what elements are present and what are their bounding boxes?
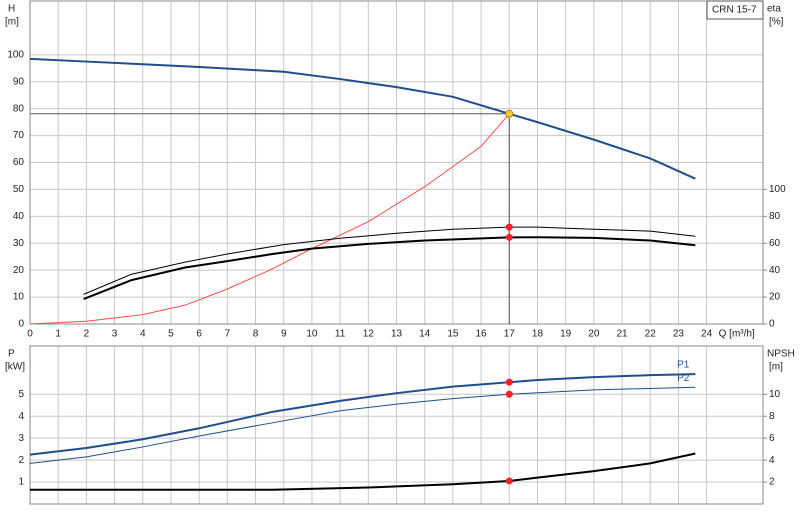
y-axis-unit: [m]: [5, 17, 19, 28]
x-axis-label: Q [m³/h]: [719, 329, 755, 340]
y-axis-label: P: [8, 349, 15, 360]
y2-tick-label: 8: [769, 411, 775, 422]
curve: [83, 236, 696, 301]
x-tick-label: 0: [27, 329, 33, 340]
y-tick-label: 50: [13, 184, 25, 195]
operating-marker: [505, 390, 513, 398]
y2-axis-unit: [m]: [769, 362, 783, 373]
y-tick-label: 30: [13, 238, 25, 249]
y-tick-label: 60: [13, 157, 25, 168]
y2-tick-label: 2: [769, 477, 775, 488]
y-tick-label: 90: [13, 76, 25, 87]
x-tick-label: 9: [281, 329, 287, 340]
y2-tick-label: 20: [769, 292, 781, 303]
y2-tick-label: 60: [769, 238, 781, 249]
curve: [29, 113, 510, 325]
series-label: P2: [677, 373, 690, 384]
x-tick-label: 1: [55, 329, 61, 340]
x-tick-label: 15: [447, 329, 459, 340]
y2-tick-label: 0: [769, 319, 775, 330]
operating-marker: [505, 477, 513, 485]
legend-box-label: CRN 15-7: [712, 5, 757, 16]
y2-tick-label: 80: [769, 211, 781, 222]
y-tick-label: 1: [18, 477, 24, 488]
x-tick-label: 20: [588, 329, 600, 340]
x-tick-label: 4: [140, 329, 146, 340]
y-tick-label: 0: [18, 319, 24, 330]
curve: [30, 452, 696, 491]
x-tick-label: 18: [532, 329, 544, 340]
y-tick-label: 3: [18, 433, 24, 444]
x-tick-label: 6: [196, 329, 202, 340]
x-tick-label: 22: [645, 329, 657, 340]
series-label: P1: [677, 360, 690, 371]
y-axis-unit: [kW]: [5, 362, 25, 373]
x-tick-label: 19: [560, 329, 572, 340]
x-tick-label: 7: [225, 329, 231, 340]
curve: [29, 386, 696, 464]
operating-marker: [505, 223, 513, 231]
y2-tick-label: 4: [769, 455, 775, 466]
plot-frame: [29, 345, 764, 505]
operating-marker: [505, 233, 513, 241]
x-tick-label: 10: [306, 329, 318, 340]
x-tick-label: 13: [391, 329, 403, 340]
curve: [29, 373, 696, 456]
y-tick-label: 10: [13, 292, 25, 303]
y-tick-label: 20: [13, 265, 25, 276]
y2-tick-label: 10: [769, 389, 781, 400]
y-tick-label: 2: [18, 455, 24, 466]
x-tick-label: 3: [112, 329, 118, 340]
y-tick-label: 100: [7, 49, 24, 60]
x-tick-label: 12: [363, 329, 375, 340]
y-tick-label: 4: [18, 411, 24, 422]
x-tick-label: 24: [701, 329, 713, 340]
y2-axis-label: eta: [767, 4, 781, 15]
operating-marker: [505, 378, 513, 386]
y2-axis-unit: [%]: [769, 17, 784, 28]
x-tick-label: 2: [84, 329, 90, 340]
y2-tick-label: 40: [769, 265, 781, 276]
curve: [83, 226, 696, 295]
x-tick-label: 17: [504, 329, 516, 340]
curve: [29, 57, 696, 180]
x-tick-label: 21: [616, 329, 628, 340]
x-tick-label: 23: [673, 329, 685, 340]
y2-tick-label: 100: [769, 184, 786, 195]
x-tick-label: 16: [476, 329, 488, 340]
y2-axis-label: NPSH: [767, 349, 795, 360]
operating-marker: [505, 109, 514, 118]
x-tick-label: 11: [335, 329, 346, 340]
y-tick-label: 5: [18, 389, 24, 400]
legend-box: [706, 0, 764, 20]
x-tick-label: 14: [419, 329, 431, 340]
y-axis-label: H: [8, 4, 15, 15]
x-tick-label: 8: [253, 329, 259, 340]
y-tick-label: 70: [13, 130, 25, 141]
y-tick-label: 80: [13, 103, 25, 114]
y2-tick-label: 6: [769, 433, 775, 444]
y-tick-label: 40: [13, 211, 25, 222]
plot-frame: [29, 0, 764, 325]
x-tick-label: 5: [168, 329, 174, 340]
